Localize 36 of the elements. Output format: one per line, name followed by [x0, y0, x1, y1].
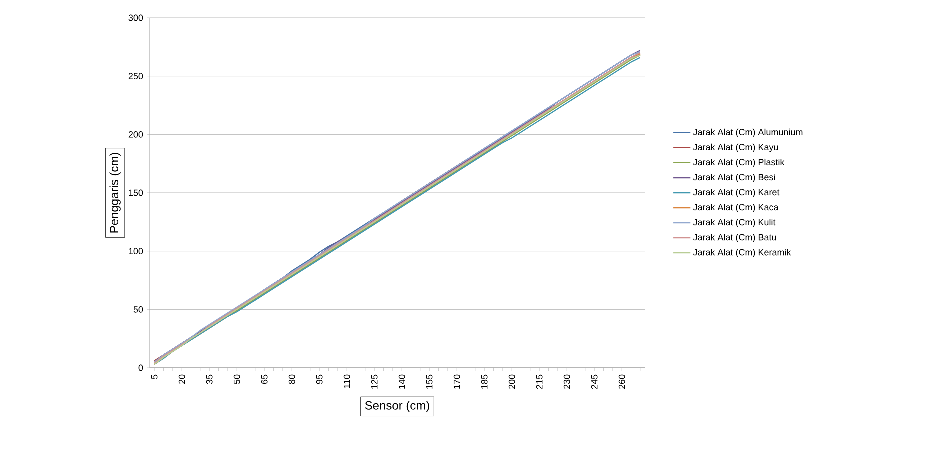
x-tick-label: 95 — [316, 374, 323, 384]
y-tick-label: 150 — [129, 190, 144, 196]
y-tick-label: 50 — [134, 306, 144, 313]
y-tick-label: 0 — [138, 364, 144, 372]
y-tick-label: 100 — [129, 248, 144, 255]
x-tick-label: 200 — [508, 374, 516, 390]
x-tick-label: 230 — [564, 374, 570, 390]
x-tick-label: 260 — [618, 374, 626, 390]
x-tick-label: 140 — [398, 374, 406, 389]
y-tick-label: 300 — [128, 14, 144, 22]
x-tick-label: 125 — [371, 374, 378, 389]
x-tick-label: 170 — [454, 374, 460, 389]
legend-label: Jarak Alat (Cm) Kulit — [693, 219, 776, 228]
legend-label: Jarak Alat (Cm) Kayu — [693, 144, 778, 152]
legend-label: Jarak Alat (Cm) Karet — [693, 188, 780, 198]
x-tick-label: 50 — [234, 374, 240, 384]
legend-label: Jarak Alat (Cm) Kaca — [693, 204, 779, 212]
x-axis-title: Sensor (cm) — [365, 401, 430, 412]
x-tick-label: 5 — [151, 374, 158, 380]
y-tick-label: 250 — [128, 73, 144, 80]
x-tick-label: 155 — [426, 374, 433, 389]
y-tick-label: 200 — [128, 131, 144, 138]
legend-label: Jarak Alat (Cm) Besi — [693, 174, 776, 182]
x-tick-label: 80 — [288, 374, 296, 384]
x-tick-label: 245 — [591, 374, 598, 390]
x-tick-label: 185 — [481, 374, 488, 389]
x-tick-label: 65 — [261, 374, 268, 384]
x-tick-label: 35 — [206, 374, 213, 384]
legend-label: Jarak Alat (Cm) Batu — [693, 234, 776, 242]
x-tick-label: 20 — [178, 374, 186, 384]
legend-label: Jarak Alat (Cm) Keramik — [693, 249, 792, 258]
x-tick-label: 110 — [344, 374, 350, 388]
legend-label: Jarak Alat (Cm) Alumunium — [693, 128, 803, 138]
y-axis-title: Penggaris (cm) — [110, 153, 121, 233]
legend-label: Jarak Alat (Cm) Plastik — [693, 158, 785, 168]
x-tick-label: 215 — [536, 374, 543, 390]
